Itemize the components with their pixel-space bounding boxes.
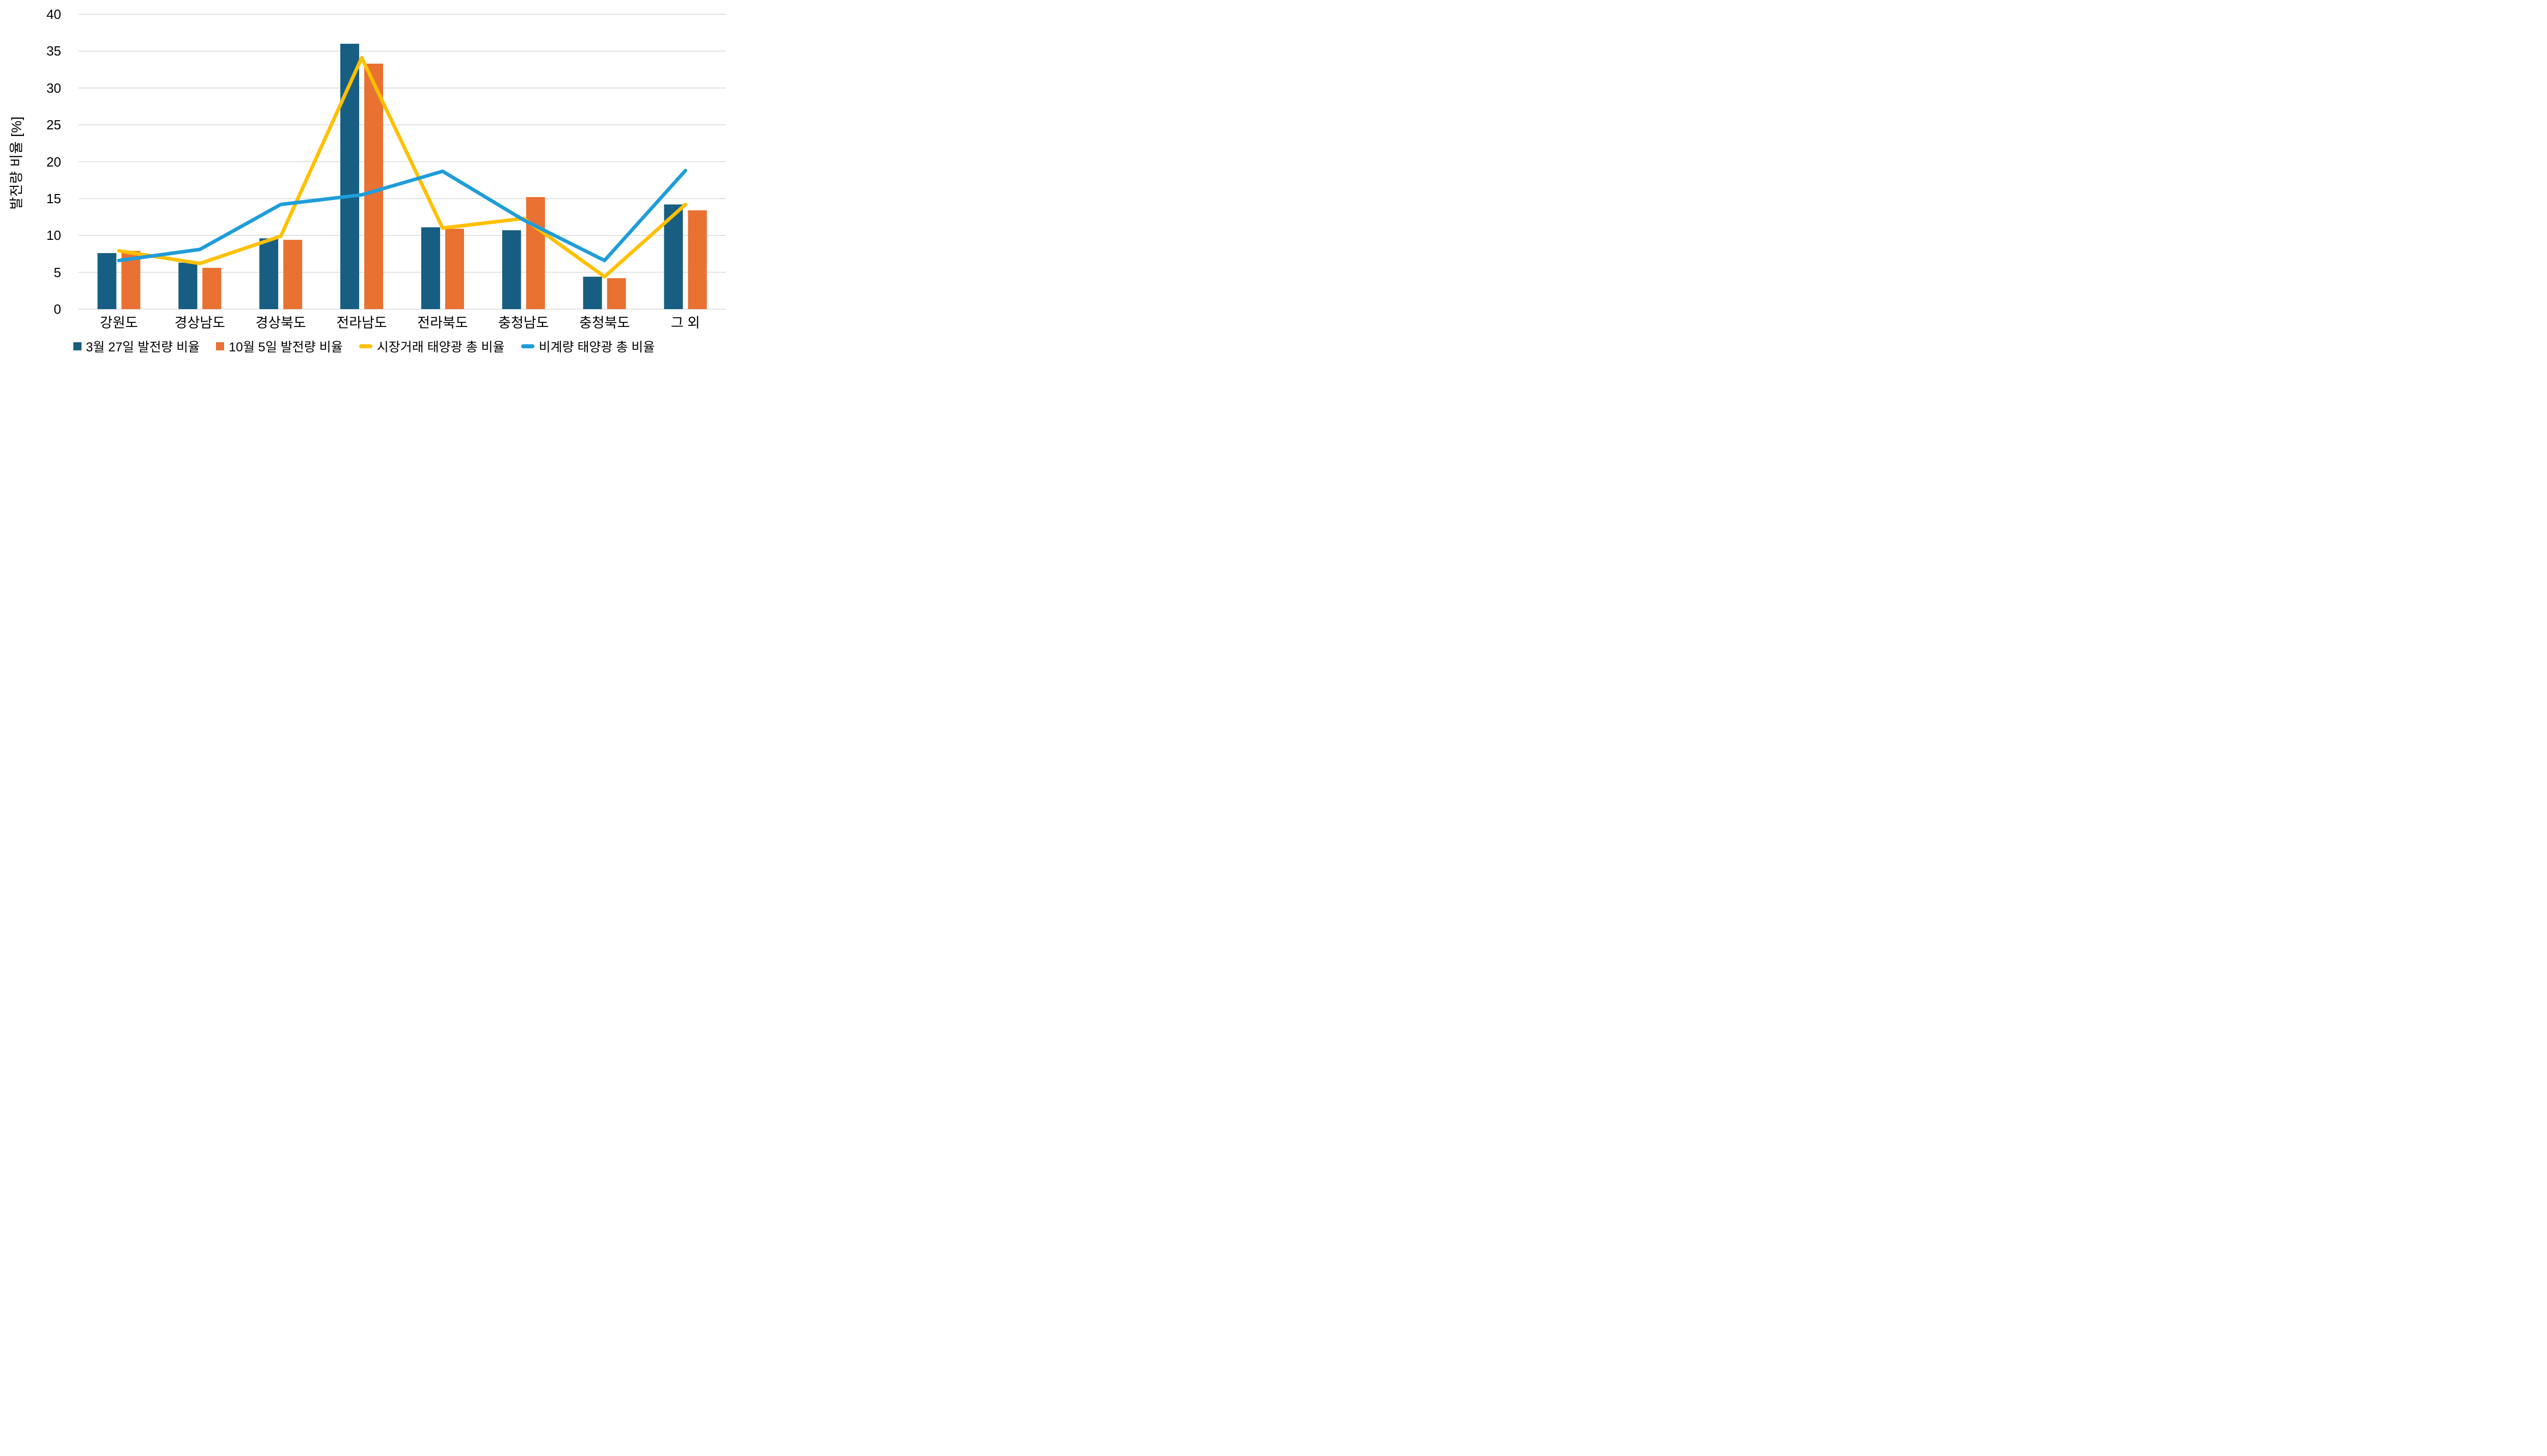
y-tick-label: 15 [46, 190, 61, 206]
y-tick-label: 35 [46, 43, 61, 59]
y-tick-label: 40 [46, 7, 61, 22]
legend-square-marker [73, 342, 82, 350]
legend-line-marker [521, 344, 534, 348]
legend-label: 10월 5일 발전량 비율 [229, 340, 343, 354]
legend-label: 비계량 태양광 총 비율 [538, 340, 655, 354]
bar-oct5 [688, 210, 707, 309]
line-unmetered-solar [117, 169, 688, 262]
legend-line-marker [359, 344, 372, 348]
bar-oct5 [283, 239, 303, 309]
legend-item: 비계량 태양광 총 비율 [521, 337, 655, 355]
legend-square-marker [216, 342, 225, 350]
legend-label: 3월 27일 발전량 비율 [86, 340, 200, 354]
bar-mar27 [97, 253, 117, 309]
chart-legend: 3월 27일 발전량 비율 10월 5일 발전량 비율 시장거래 태양광 총 비율 비… [0, 337, 728, 355]
x-category-label: 충청북도 [579, 315, 630, 331]
bar-oct5 [526, 197, 545, 309]
x-category-label: 강원도 [100, 315, 138, 331]
y-tick-label: 25 [46, 117, 61, 133]
bar-oct5 [445, 229, 464, 309]
bar-oct5 [364, 63, 384, 310]
y-tick-label: 5 [53, 264, 61, 280]
x-category-label: 전라남도 [336, 315, 387, 331]
y-tick-label: 20 [46, 154, 61, 170]
plot-area [78, 14, 726, 310]
legend-item: 3월 27일 발전량 비율 [73, 337, 200, 355]
bar-mar27 [583, 277, 602, 309]
legend-label: 시장거래 태양광 총 비율 [376, 340, 505, 354]
legend-item: 10월 5일 발전량 비율 [216, 337, 343, 355]
y-tick-label: 30 [46, 80, 61, 96]
legend-item: 시장거래 태양광 총 비율 [359, 337, 505, 355]
line-market-solar [117, 56, 688, 279]
x-category-label: 전라북도 [417, 315, 468, 331]
x-category-label: 그 외 [670, 315, 700, 331]
x-category-label: 충청남도 [498, 315, 549, 331]
bar-mar27 [178, 262, 198, 309]
bar-mar27 [502, 230, 521, 309]
bar-mar27 [259, 238, 279, 309]
x-category-label: 경상북도 [255, 315, 306, 331]
y-tick-label: 10 [46, 228, 61, 243]
bar-mar27 [421, 227, 440, 309]
bar-oct5 [202, 267, 222, 309]
x-category-label: 경상남도 [174, 315, 225, 331]
bar-oct5 [607, 278, 626, 309]
y-tick-label: 0 [53, 301, 61, 317]
combo-chart: 발전량 비율 [%] 0 5 10 15 20 25 30 35 40 강원도 경상남도 경상북도 전… [0, 0, 728, 364]
